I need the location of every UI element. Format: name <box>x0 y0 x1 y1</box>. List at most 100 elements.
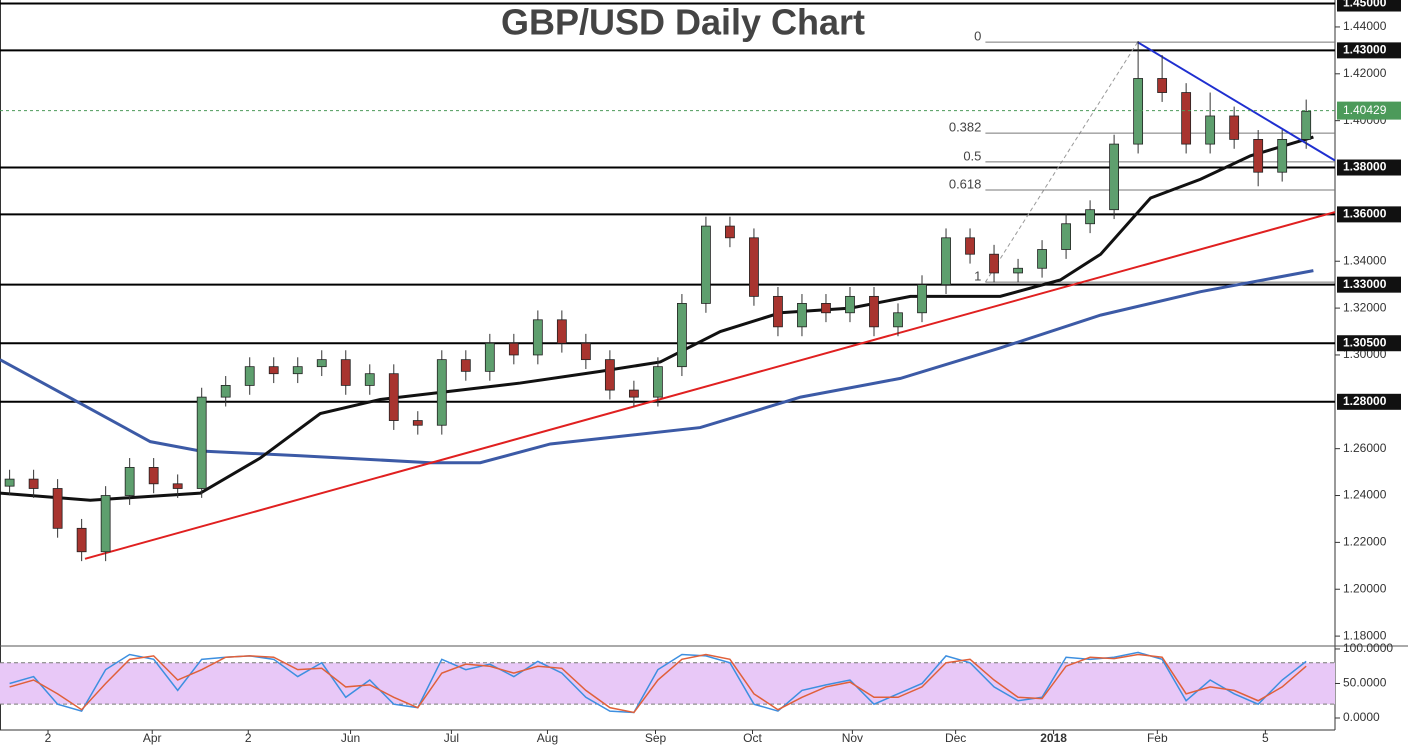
candle-body <box>436 359 447 426</box>
fib-label: 0.382 <box>949 120 982 135</box>
y-tick-label: 100.0000 <box>1343 641 1393 655</box>
candle-body <box>28 478 39 489</box>
candle-body <box>532 319 543 356</box>
candle-body <box>100 495 111 553</box>
x-tick-label: Oct <box>743 731 762 745</box>
candle-body <box>196 396 207 489</box>
level-label: 1.28000 <box>1343 394 1387 408</box>
band <box>0 662 1335 705</box>
candle-body <box>1229 115 1240 140</box>
level-label: 1.36000 <box>1343 207 1387 221</box>
candle-body <box>869 295 879 328</box>
y-tick-label: 1.32000 <box>1343 300 1387 314</box>
stochastic-line <box>9 653 1307 714</box>
y-tick-label: 1.22000 <box>1343 535 1387 549</box>
candle-body <box>292 366 303 375</box>
candle-body <box>4 478 15 487</box>
candle-body <box>1037 249 1047 269</box>
candle-body <box>1133 78 1144 145</box>
candle-body <box>148 467 159 485</box>
candle-body <box>604 359 615 391</box>
moving-average <box>0 135 1314 502</box>
candle-body <box>484 342 495 372</box>
candle-body <box>388 373 399 421</box>
candle-body <box>244 366 255 386</box>
x-tick-label: 2 <box>245 731 252 745</box>
level-label: 1.43000 <box>1343 43 1387 57</box>
candle-body <box>917 284 927 314</box>
last-price-box <box>1337 101 1401 120</box>
y-tick-label: 1.42000 <box>1343 66 1387 80</box>
fib-label: 0.5 <box>963 148 981 163</box>
candle-body <box>52 488 63 529</box>
candle-body <box>508 342 519 356</box>
candle-body <box>1205 115 1216 145</box>
x-tick-label: Jun <box>341 731 360 745</box>
trendline <box>84 211 1336 560</box>
candle-body <box>965 237 975 255</box>
x-tick-label: Apr <box>143 731 162 745</box>
x-tick-label: Aug <box>537 731 558 745</box>
candle-body <box>1109 143 1120 211</box>
level-label-box <box>1337 42 1401 59</box>
candle-body <box>893 312 903 328</box>
candle-body <box>460 359 471 372</box>
candle-body <box>1157 78 1168 93</box>
x-tick-label: 2 <box>45 731 52 745</box>
fib-label: 1 <box>974 269 981 284</box>
y-tick-label: 1.24000 <box>1343 488 1387 502</box>
level-label-box <box>1337 393 1401 410</box>
candle-body <box>821 303 831 314</box>
level-label-box <box>1337 159 1401 176</box>
candle-body <box>556 319 567 344</box>
trendline <box>1137 41 1336 162</box>
stochastic-panel: 100.0000 50.0000 0.0000 <box>0 641 1408 731</box>
candle-body <box>1013 267 1023 274</box>
candle-body <box>364 373 375 386</box>
x-tick-label: 2018 <box>1040 731 1067 745</box>
candle-body <box>1301 110 1312 140</box>
chart-title: GBP/USD Daily Chart <box>501 2 865 43</box>
candle-body <box>749 237 759 297</box>
level-label-box <box>1337 0 1401 12</box>
y-tick-label: 1.44000 <box>1343 19 1387 33</box>
candle-body <box>1181 92 1192 145</box>
level-label: 1.30500 <box>1343 335 1387 349</box>
y-tick-label: 0.0000 <box>1343 710 1380 724</box>
x-tick-label: 5 <box>1262 731 1269 745</box>
candle-body <box>941 237 951 286</box>
x-tick-label: Feb <box>1147 731 1168 745</box>
x-tick-label: Jul <box>444 731 459 745</box>
level-label: 1.38000 <box>1343 160 1387 174</box>
y-tick-label: 1.34000 <box>1343 253 1387 267</box>
fib-label: 0.618 <box>949 176 982 191</box>
candle-body <box>76 527 87 553</box>
y-tick-label: 1.20000 <box>1343 581 1387 595</box>
candle-body <box>797 303 807 328</box>
y-tick-label: 1.18000 <box>1343 628 1387 642</box>
fib-label: 0 <box>974 29 981 44</box>
candle-body <box>989 253 999 274</box>
candle-body <box>677 303 687 368</box>
x-tick-label: Sep <box>645 731 667 745</box>
candle-body <box>628 389 639 398</box>
candle-body <box>845 295 855 314</box>
candle-body <box>412 420 423 426</box>
candle-body <box>701 225 711 304</box>
candle-body <box>220 385 231 398</box>
candle-body <box>124 467 135 496</box>
candle-body <box>268 366 279 375</box>
candle-body <box>1253 139 1264 173</box>
level-label-box <box>1337 276 1401 293</box>
candle-body <box>652 366 663 398</box>
x-tick-label: Nov <box>842 731 863 745</box>
candle-body <box>172 483 183 489</box>
level-label: 1.33000 <box>1343 277 1387 291</box>
moving-average <box>0 269 1314 465</box>
y-tick-label: 1.26000 <box>1343 441 1387 455</box>
candle-body <box>1277 139 1288 173</box>
candle-body <box>340 359 351 386</box>
y-tick-label: 50.0000 <box>1343 676 1387 690</box>
